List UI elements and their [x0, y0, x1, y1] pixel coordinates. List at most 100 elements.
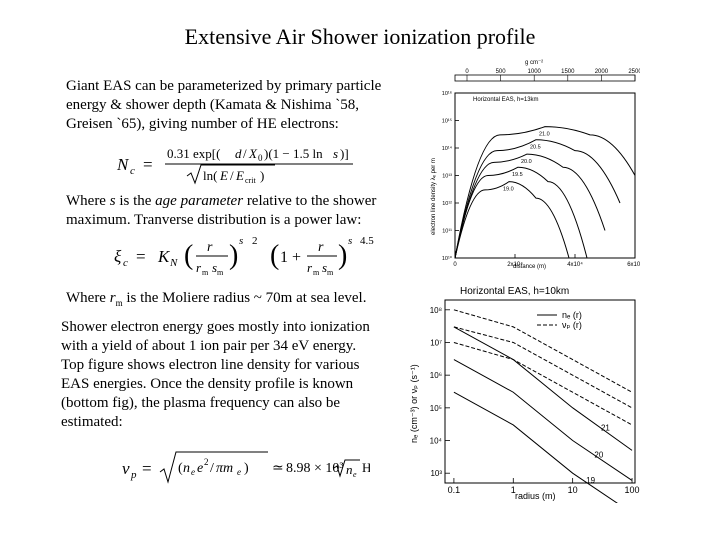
svg-text:crit: crit: [245, 176, 256, 185]
svg-text:m: m: [202, 268, 209, 277]
legend-label-ne: nₑ (r): [562, 310, 582, 320]
svg-text:ξ: ξ: [114, 247, 122, 266]
chart2-series-line: [453, 326, 633, 409]
chart1-y-tick-label: 10¹⁶: [442, 90, 452, 97]
svg-text:)]: )]: [340, 146, 349, 161]
chart2-y-tick-label: 10⁷: [430, 338, 442, 347]
svg-text:1 +: 1 +: [280, 249, 301, 266]
chart1-series-line: [454, 166, 588, 259]
chart1-top-tick-label: 2000: [595, 69, 609, 75]
chart2-y-tick-label: 10⁶: [430, 371, 442, 380]
moliere-radius-paragraph: Where rm is the Moliere radius ~ 70m at …: [66, 289, 411, 313]
intro-paragraph: Giant EAS can be parameterized by primar…: [66, 78, 382, 132]
svg-text:): ): [229, 240, 238, 271]
svg-text:r: r: [196, 260, 202, 275]
chart1-top-axis: [454, 74, 636, 82]
svg-text:m: m: [327, 268, 334, 277]
svg-text:n: n: [183, 461, 190, 476]
chart2-y-tick-label: 10⁵: [430, 404, 442, 413]
svg-text:≃: ≃: [272, 461, 284, 476]
chart1-x-tick-label: 4x10⁴: [567, 261, 583, 268]
line-density-chart: g cm⁻² Horizontal EAS, h=13km distance (…: [431, 60, 640, 270]
svg-text:r: r: [207, 240, 213, 255]
svg-text:=: =: [143, 155, 153, 174]
svg-text:N: N: [169, 257, 178, 269]
svg-text:n: n: [346, 462, 353, 477]
slide-title: Extensive Air Shower ionization profile: [184, 24, 536, 49]
chart1-x-tick-label: 0: [453, 262, 457, 268]
transverse-distribution-equation: ξ c = K N ( r r m s m ) s 2 ( 1 + r r m …: [114, 235, 374, 277]
svg-text:): ): [260, 168, 264, 183]
para2-text-a: Where: [66, 193, 110, 209]
svg-text:): ): [338, 240, 347, 271]
chart2-y-tick-label: 10⁴: [430, 437, 443, 446]
svg-text:c: c: [130, 165, 135, 177]
svg-text:s: s: [333, 146, 338, 161]
svg-text:/: /: [210, 461, 214, 476]
svg-text:s: s: [348, 235, 352, 247]
chart1-series-label: 19.0: [503, 187, 514, 193]
chart2-x-tick-label: 0.1: [448, 485, 461, 495]
chart1-frame: [454, 92, 636, 259]
ionization-paragraph: Shower electron energy goes mostly into …: [61, 319, 370, 430]
svg-text:2: 2: [252, 235, 258, 247]
svg-text:2: 2: [204, 457, 209, 467]
chart2-series-line: [453, 309, 633, 393]
svg-text:p: p: [130, 469, 137, 481]
chart1-ylabel: electron line density λₑ per m: [431, 158, 437, 235]
age-parameter-paragraph: Where s is the age parameter relative to…: [66, 192, 411, 230]
chart2-series-line: [453, 342, 633, 426]
para3-subscript: m: [115, 298, 123, 308]
chart2-x-tick-label: 100: [625, 485, 640, 495]
svg-text:m: m: [217, 268, 224, 277]
chart1-series-label: 20.5: [530, 145, 541, 151]
svg-text:m: m: [313, 268, 320, 277]
para3-text-b: is the Moliere radius ~ 70m at sea level…: [122, 290, 367, 306]
para3-text-a: Where: [66, 290, 110, 306]
chart1-top-tick-label: 1500: [561, 69, 575, 75]
svg-text:e: e: [191, 467, 195, 477]
svg-text:(: (: [184, 240, 193, 271]
svg-text:/: /: [230, 168, 234, 183]
eq3-unit: Hz: [362, 460, 370, 475]
svg-text:s: s: [239, 235, 243, 247]
svg-text:)(1 − 1.5 ln: )(1 − 1.5 ln: [264, 146, 323, 161]
svg-text:=: =: [136, 247, 146, 266]
svg-text:e: e: [353, 470, 357, 479]
chart2-legend: nₑ (r) νₚ (r): [537, 310, 582, 330]
chart1-y-tick-label: 10¹²: [442, 201, 452, 207]
chart1-top-tick-label: 1000: [528, 69, 542, 75]
chart1-series-label: 20.0: [521, 159, 532, 165]
svg-text:): ): [244, 461, 249, 476]
svg-text:e: e: [237, 467, 241, 477]
svg-text:c: c: [123, 257, 128, 269]
svg-text:ln(: ln(: [203, 168, 217, 183]
svg-text:πm: πm: [216, 461, 233, 476]
svg-text:N: N: [116, 155, 130, 174]
chart1-y-tick-label: 10¹³: [442, 174, 452, 180]
svg-text:r: r: [318, 240, 324, 255]
svg-text:0: 0: [258, 153, 263, 163]
para2-age-term: age parameter: [155, 193, 244, 209]
chart2-series-line: [453, 391, 618, 503]
chart1-top-axis-label: g cm⁻²: [525, 60, 543, 66]
chart2-curve-label: 21: [601, 424, 610, 433]
chart2-title: Horizontal EAS, h=10km: [460, 286, 569, 297]
svg-text:K: K: [157, 247, 171, 266]
svg-text:(: (: [270, 240, 279, 271]
chart2-series-line: [453, 359, 633, 481]
chart2-curve-label: 20: [594, 451, 603, 460]
chart1-xlabel: distance (m): [513, 264, 546, 270]
para2-s-symbol: s: [109, 193, 116, 209]
chart1-series-line: [454, 153, 606, 259]
chart1-top-tick-label: 0: [465, 69, 469, 75]
chart2-xlabel: radius (m): [515, 491, 556, 501]
svg-text:4.5: 4.5: [360, 235, 374, 247]
chart1-x-tick-label: 2x10⁴: [507, 261, 523, 268]
chart1-series-line: [454, 139, 621, 259]
chart2-y-tick-label: 10⁸: [430, 306, 442, 315]
chart1-series-line: [454, 126, 636, 259]
para2-text-b: is the: [115, 193, 156, 209]
svg-text:X: X: [248, 146, 258, 161]
plasma-frequency-equation: ν p = ( n e e 2 / πm e ) ≃ 8.98 × 10³ n …: [122, 451, 370, 484]
